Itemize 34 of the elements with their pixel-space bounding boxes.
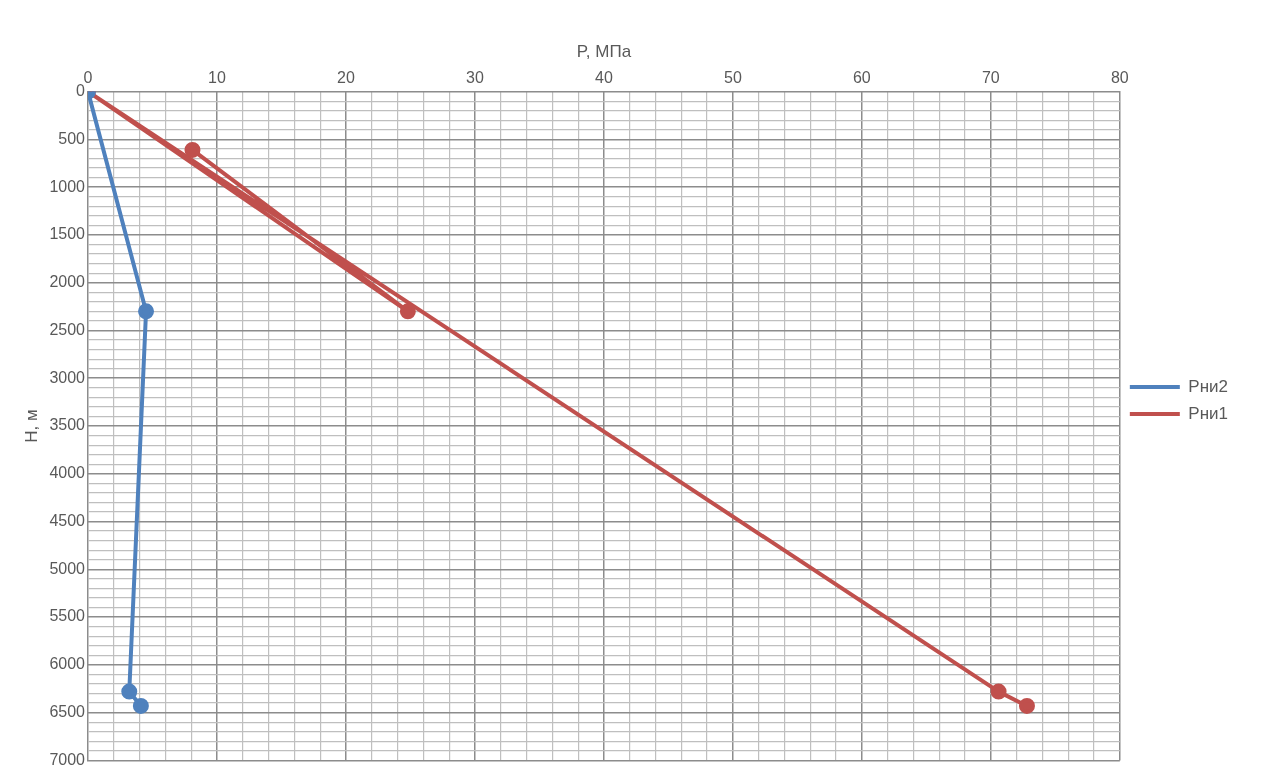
x-tick-label: 70: [981, 69, 1000, 87]
y-tick-label: 4500: [49, 511, 86, 529]
y-tick-label: 7000: [49, 750, 86, 768]
y-tick-label: 1500: [49, 225, 86, 243]
x-tick-label: 80: [1110, 69, 1129, 87]
y-tick-label: 6500: [49, 703, 86, 721]
x-tick-label: 20: [337, 69, 355, 87]
y-tick-label: 3000: [49, 368, 86, 386]
point: [1018, 697, 1035, 714]
x-tick-label: 10: [208, 69, 226, 87]
y-tick-label: 500: [58, 129, 86, 147]
y-tick-label: 5000: [49, 559, 86, 577]
y-tick-label: 6000: [49, 655, 86, 673]
x-tick-label: 40: [595, 69, 613, 87]
y-tick-label: 1000: [49, 177, 86, 195]
point: [399, 303, 416, 320]
legend-label: Рни2: [1188, 376, 1229, 396]
y-tick-label: 2500: [49, 320, 86, 338]
y-tick-label: 0: [76, 82, 86, 100]
y-tick-label: 3500: [49, 416, 86, 434]
x-tick-label: 50: [723, 69, 742, 87]
y-tick-label: 5500: [49, 607, 86, 625]
x-axis-title: P, МПа: [576, 41, 632, 61]
legend-label: Рни1: [1188, 403, 1229, 423]
y-tick-label: 4000: [49, 464, 86, 482]
y-tick-label: 2000: [49, 273, 86, 291]
point: [184, 141, 201, 158]
point: [121, 683, 138, 700]
point: [990, 683, 1007, 700]
point: [132, 697, 149, 714]
y-axis-title: H, м: [21, 409, 41, 443]
x-tick-label: 60: [852, 69, 871, 87]
x-tick-label: 30: [466, 69, 484, 87]
point: [138, 303, 155, 320]
